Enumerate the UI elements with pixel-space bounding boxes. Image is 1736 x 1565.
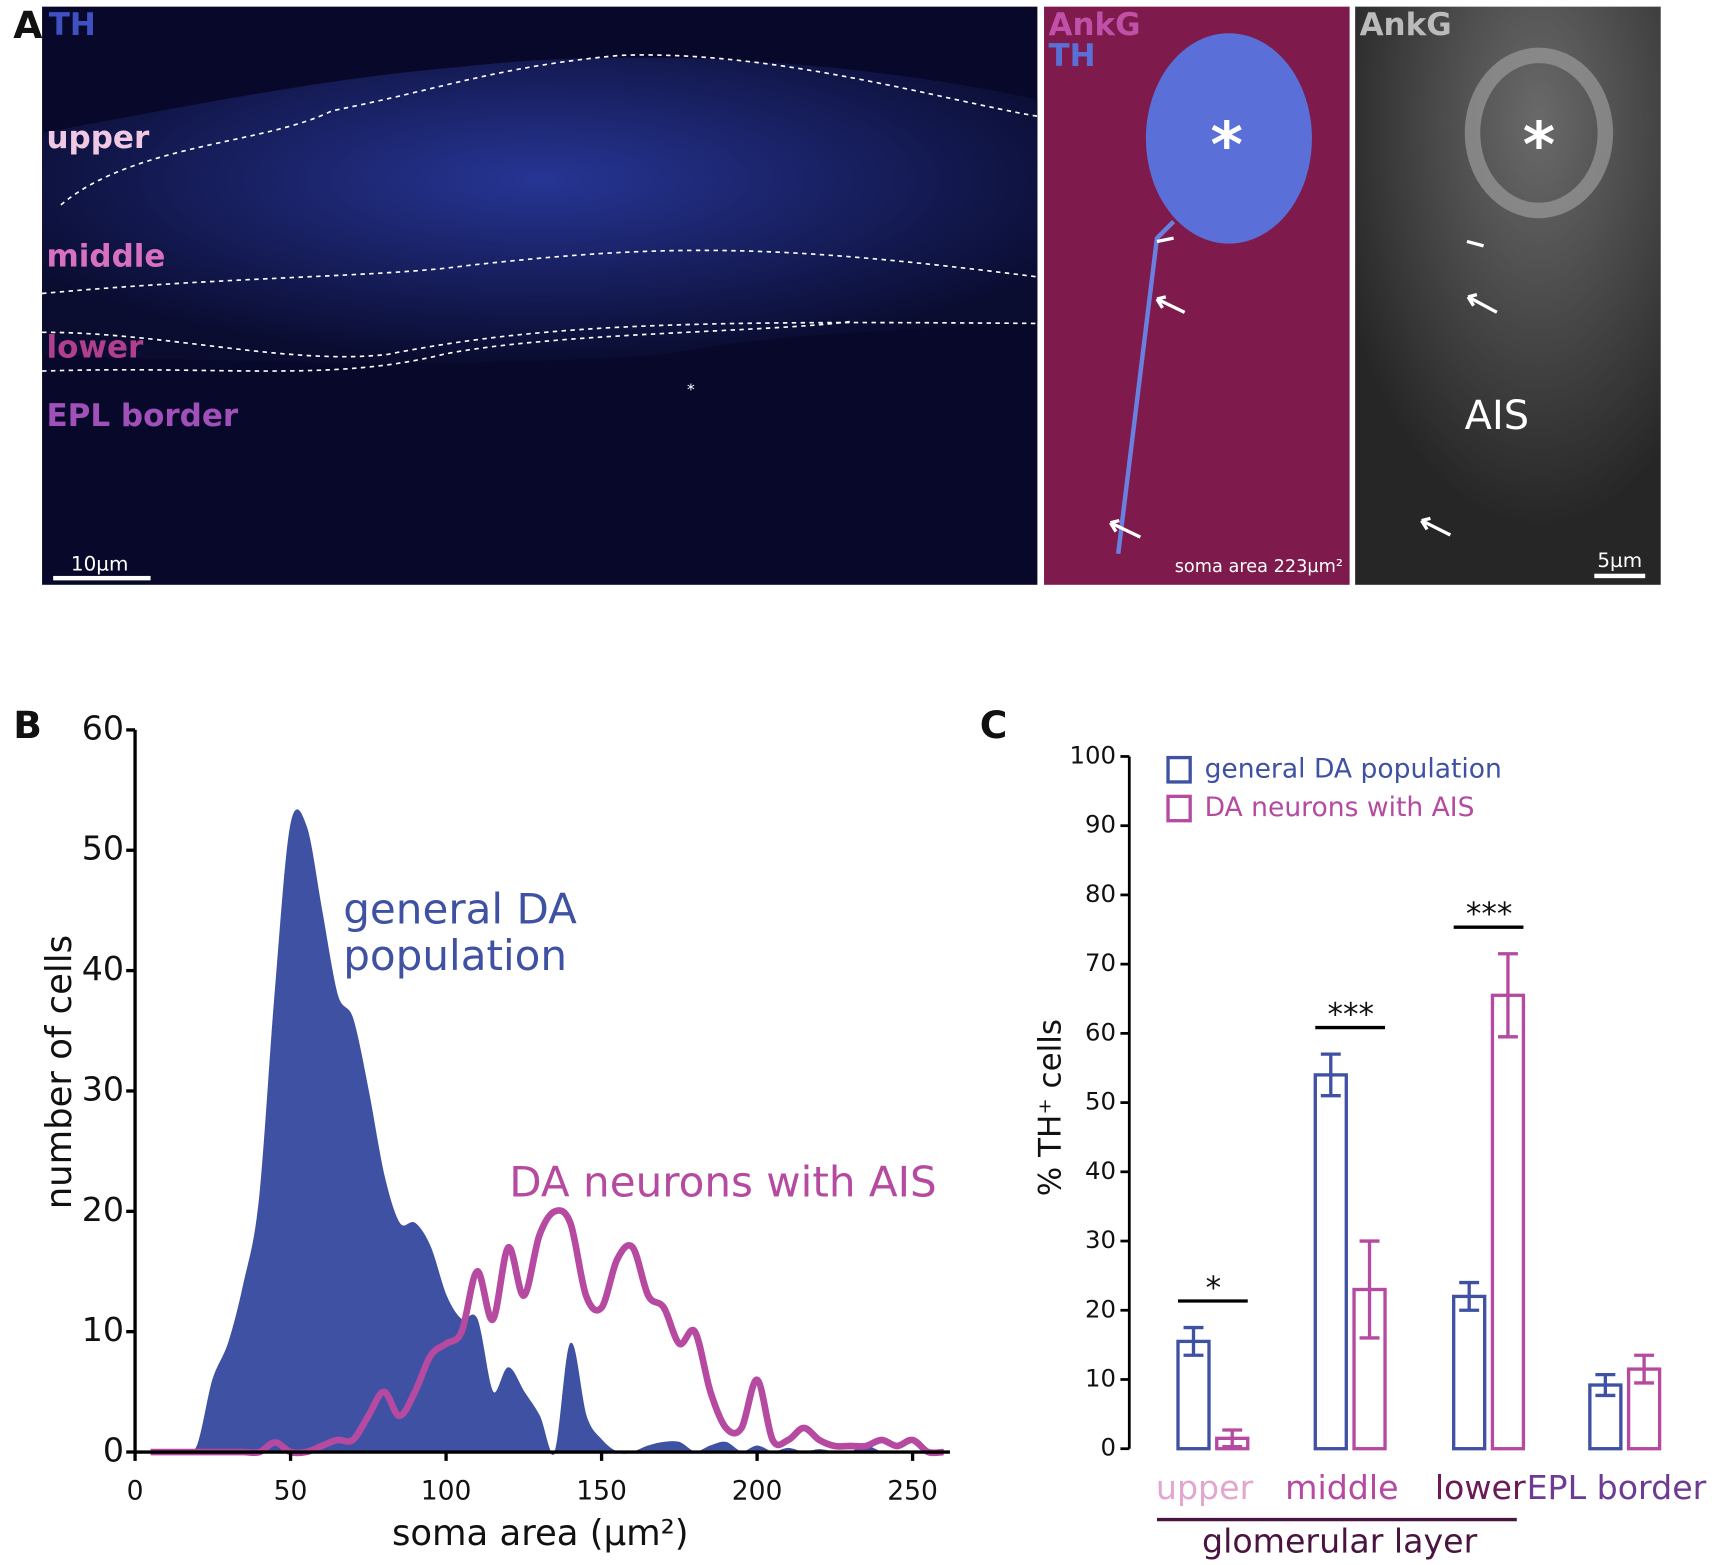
- x-tick-label: 50: [274, 1475, 308, 1506]
- y-tick-label: 90: [1085, 810, 1116, 839]
- bar: [1176, 1339, 1211, 1451]
- legend-label: DA neurons with AIS: [1205, 792, 1475, 823]
- layer-label: upper: [47, 120, 150, 156]
- stain-label: AnkG: [1360, 7, 1452, 43]
- layer-label: lower: [47, 329, 145, 365]
- bar: [1452, 1294, 1487, 1451]
- y-tick-label: 0: [103, 1431, 124, 1470]
- significance: *: [1206, 1270, 1221, 1306]
- group-label: glomerular layer: [1202, 1521, 1478, 1560]
- error-bar: [1459, 1280, 1480, 1312]
- scale-bar-label: 10µm: [71, 552, 128, 575]
- axon: [1116, 219, 1176, 555]
- scale-bar: [1594, 573, 1646, 579]
- bar: [1490, 993, 1526, 1451]
- layer-borders: [41, 54, 1038, 372]
- y-tick-label: 30: [82, 1069, 124, 1108]
- stain-label: TH: [49, 7, 96, 43]
- x-tick-label: 100: [421, 1475, 472, 1506]
- bar: [1313, 1073, 1348, 1451]
- marker: *: [1210, 109, 1242, 182]
- series-label: general DA population: [343, 886, 577, 981]
- ankg-image: [1355, 6, 1661, 585]
- y-tick-label: 10: [82, 1310, 124, 1349]
- x-tick-label: 200: [732, 1475, 783, 1506]
- y-tick-label: 30: [1085, 1225, 1116, 1254]
- layer-label: middle: [47, 239, 166, 275]
- x-tick-label: 250: [887, 1475, 938, 1506]
- error-bar: [1359, 1239, 1380, 1340]
- y-tick-label: 0: [1101, 1433, 1116, 1462]
- layer-label: EPL border: [47, 398, 239, 434]
- legend-label: general DA population: [1205, 753, 1502, 784]
- y-tick-label: 60: [1085, 1017, 1116, 1046]
- significance: ***: [1327, 997, 1373, 1033]
- y-tick-label: 40: [1085, 1156, 1116, 1185]
- x-tick-label: EPL border: [1527, 1468, 1707, 1507]
- glomerular-layer: [42, 57, 1038, 363]
- panel-label: A: [13, 3, 42, 47]
- marker: *: [1523, 109, 1555, 182]
- y-tick-label: 50: [82, 829, 124, 868]
- ais-label: AIS: [1465, 393, 1529, 439]
- soma-area-label: soma area 223µm²: [1175, 557, 1343, 577]
- x-tick-label: middle: [1285, 1468, 1398, 1507]
- arrows: [1109, 236, 1498, 539]
- marker: *: [687, 380, 695, 398]
- significance: ***: [1466, 897, 1512, 933]
- stain-label: AnkG: [1048, 7, 1140, 43]
- error-bar: [1183, 1325, 1204, 1357]
- series-label: DA neurons with AIS: [509, 1158, 936, 1207]
- error-bar: [1595, 1372, 1616, 1398]
- panel-label: C: [980, 703, 1008, 747]
- y-tick-label: 80: [1085, 879, 1116, 908]
- panel-label: B: [13, 703, 42, 747]
- error-bar: [1634, 1353, 1655, 1385]
- error-bar: [1497, 952, 1518, 1039]
- y-tick-label: 50: [1085, 1087, 1116, 1116]
- error-bar: [1222, 1428, 1243, 1449]
- soma-ring: [1464, 47, 1614, 219]
- x-tick-label: upper: [1156, 1468, 1254, 1507]
- y-tick-label: 10: [1085, 1363, 1116, 1392]
- y-tick-label: 20: [82, 1190, 124, 1229]
- scale-bar-label: 5µm: [1597, 549, 1642, 572]
- stain-label: TH: [1048, 38, 1095, 74]
- x-tick-label: lower: [1435, 1468, 1526, 1507]
- error-bar: [1320, 1052, 1341, 1098]
- y-axis-label: % TH⁺ cells: [1032, 1019, 1068, 1196]
- x-tick-label: 150: [576, 1475, 627, 1506]
- series-label: general DA population: [343, 886, 577, 981]
- y-tick-label: 100: [1070, 740, 1116, 769]
- legend-swatch: [1166, 755, 1192, 784]
- legend-swatch: [1166, 794, 1192, 823]
- scale-bar: [53, 575, 151, 581]
- y-tick-label: 20: [1085, 1294, 1116, 1323]
- x-axis-label: soma area (µm²): [392, 1513, 689, 1554]
- y-tick-label: 60: [82, 708, 124, 747]
- soma: [1145, 33, 1312, 244]
- y-tick-label: 40: [82, 949, 124, 988]
- y-tick-label: 70: [1085, 948, 1116, 977]
- line: [150, 1207, 944, 1457]
- x-tick-label: 0: [127, 1475, 144, 1506]
- y-axis-label: number of cells: [39, 935, 80, 1209]
